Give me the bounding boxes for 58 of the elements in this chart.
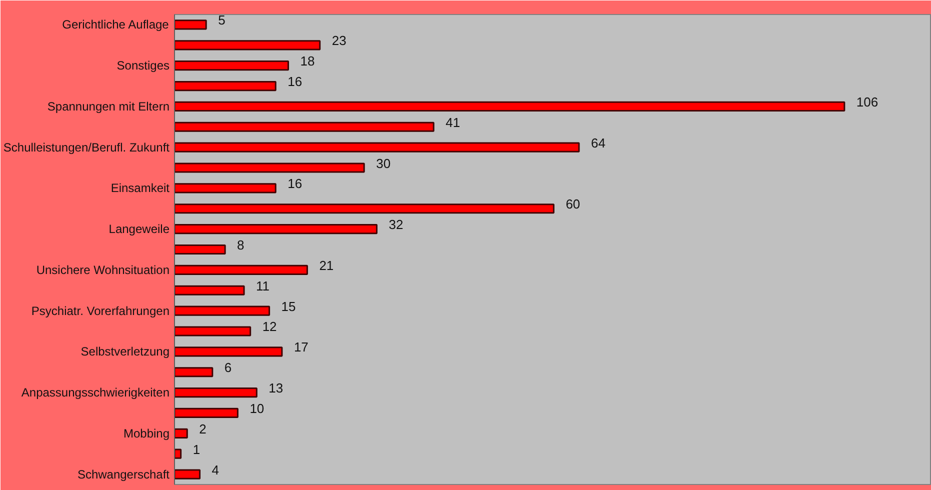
y-tick-label: Sonstiges (116, 58, 170, 73)
data-label: 64 (590, 135, 606, 150)
bar (174, 122, 434, 132)
data-label: 60 (566, 196, 580, 212)
y-tick-label: Schulleistungen/Berufl. Zukunft (3, 140, 170, 154)
data-label: 4 (212, 462, 220, 478)
data-label: 2 (199, 421, 206, 436)
bar (174, 224, 378, 234)
bar (174, 264, 308, 275)
data-label: 1 (192, 442, 200, 457)
bar (174, 326, 252, 336)
bar (174, 448, 182, 459)
data-label: 16 (288, 74, 302, 90)
bar (174, 346, 283, 357)
data-label: 13 (268, 380, 284, 396)
bar (174, 306, 270, 316)
bar (174, 388, 258, 398)
data-label: 15 (281, 298, 296, 314)
data-label: 21 (319, 258, 334, 273)
data-label: 41 (446, 114, 460, 130)
bar (174, 408, 238, 418)
bar (174, 285, 245, 296)
data-label: 18 (300, 54, 315, 69)
y-tick-label: Anpassungsschwierigkeiten (21, 386, 170, 400)
data-label: 17 (294, 340, 308, 355)
bar (174, 101, 846, 112)
bar (174, 20, 207, 30)
y-tick-label: Langeweile (108, 222, 170, 236)
data-label: 5 (218, 12, 226, 28)
y-tick-label: Gerichtliche Auflage (62, 18, 170, 32)
data-label: 10 (250, 400, 264, 416)
bar (174, 162, 365, 173)
bar (174, 244, 226, 255)
data-label: 30 (376, 156, 391, 171)
y-tick-label: Schwangerschaft (77, 467, 170, 482)
data-label: 16 (288, 176, 302, 192)
bar (174, 469, 201, 480)
bar (174, 80, 276, 92)
y-tick-label: Psychiatr. Vorerfahrungen (31, 304, 170, 318)
data-label: 8 (237, 238, 244, 252)
data-label: 32 (388, 217, 404, 232)
bar (174, 183, 276, 194)
y-tick-label: Spannungen mit Eltern (47, 99, 170, 114)
bar (174, 60, 290, 71)
bar (174, 204, 554, 214)
data-label: 23 (332, 33, 346, 48)
bar (174, 142, 580, 152)
data-label: 106 (856, 94, 878, 110)
data-label: 12 (262, 319, 277, 334)
y-tick-label: Selbstverletzung (80, 344, 170, 359)
y-tick-label: Einsamkeit (110, 181, 170, 196)
data-label: 6 (224, 360, 232, 376)
bar (174, 428, 188, 438)
y-tick-label: Mobbing (123, 426, 170, 440)
bar (174, 367, 214, 378)
y-tick-label: Unsichere Wohnsituation (36, 262, 170, 277)
data-label: 11 (256, 278, 270, 294)
bar (174, 40, 321, 50)
